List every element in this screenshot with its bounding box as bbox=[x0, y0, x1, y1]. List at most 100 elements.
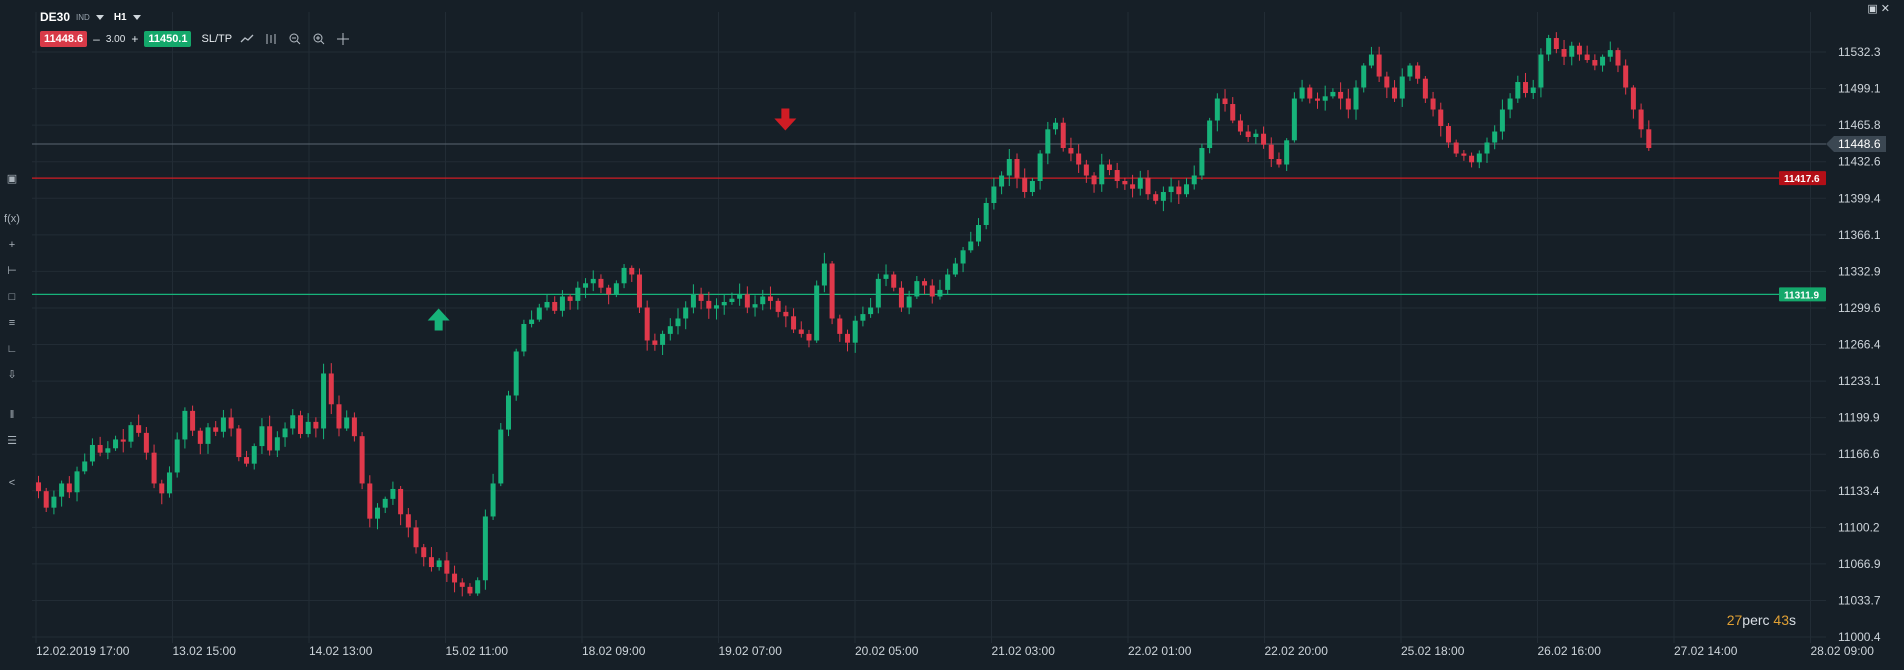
candle-body bbox=[1145, 177, 1151, 195]
symbol-label[interactable]: DE30 bbox=[40, 10, 71, 24]
crosshair-tool-icon[interactable]: + bbox=[8, 239, 16, 251]
sell-button[interactable]: 11448.6 bbox=[40, 31, 88, 47]
candle bbox=[205, 423, 211, 454]
candles-type-icon[interactable]: ‖ bbox=[9, 409, 15, 421]
candle bbox=[1430, 91, 1436, 117]
crosshair-icon[interactable] bbox=[334, 31, 352, 47]
candle-body bbox=[120, 439, 126, 442]
take-profit-tag[interactable]: 11311.9 bbox=[1784, 290, 1819, 301]
candle-body bbox=[351, 417, 357, 437]
candle bbox=[1492, 125, 1498, 150]
candle-body bbox=[829, 263, 835, 319]
candle-body bbox=[1307, 87, 1313, 99]
chart-panel-icon[interactable]: ▣ bbox=[6, 173, 18, 185]
candle-body bbox=[598, 278, 604, 288]
candle bbox=[891, 271, 897, 292]
candle bbox=[351, 412, 357, 442]
candle bbox=[1076, 144, 1082, 173]
candle-body bbox=[775, 300, 781, 312]
candle-body bbox=[282, 428, 288, 438]
candle bbox=[1083, 159, 1089, 183]
timeframe-dropdown-icon[interactable] bbox=[132, 14, 141, 20]
candle-body bbox=[159, 483, 165, 494]
time-axis[interactable]: 12.02.2019 17:00 13.02 15:00 14.02 13:00 15… bbox=[36, 644, 1874, 658]
quantity-minus-button[interactable]: – bbox=[93, 32, 100, 46]
candle-body bbox=[1222, 98, 1228, 105]
candle bbox=[459, 578, 465, 597]
time-tick-label: 27.02 14:00 bbox=[1674, 644, 1738, 658]
candle-body bbox=[136, 425, 142, 433]
timeframe-label[interactable]: H1 bbox=[113, 11, 127, 23]
instrument-tag: IND bbox=[76, 12, 90, 22]
candle-body bbox=[205, 427, 211, 444]
candle-body bbox=[1415, 65, 1421, 79]
candle bbox=[66, 476, 72, 499]
candle bbox=[1553, 32, 1559, 54]
candle-body bbox=[945, 274, 951, 290]
function-icon[interactable]: f(x) bbox=[4, 213, 20, 225]
candle-body bbox=[1422, 78, 1428, 99]
quantity-field[interactable]: 3.00 bbox=[105, 33, 126, 45]
candle-body bbox=[482, 516, 488, 581]
pitchfork-icon[interactable]: ∟ bbox=[6, 343, 18, 355]
candle-body bbox=[513, 351, 519, 396]
candle-body bbox=[1122, 181, 1128, 185]
candle bbox=[513, 348, 519, 401]
candle-body bbox=[1106, 164, 1112, 171]
candle-body bbox=[991, 186, 997, 204]
rectangle-tool-icon[interactable]: □ bbox=[8, 291, 16, 303]
candle bbox=[1114, 162, 1120, 189]
candle bbox=[482, 509, 488, 590]
timer-min-label: perc bbox=[1742, 612, 1770, 628]
candle bbox=[960, 246, 966, 273]
quantity-plus-button[interactable]: + bbox=[131, 32, 139, 46]
candle bbox=[667, 318, 673, 341]
layers-icon[interactable]: ☰ bbox=[7, 435, 17, 447]
candle-body bbox=[737, 294, 743, 299]
candle-body bbox=[1607, 50, 1613, 57]
symbol-dropdown-icon[interactable] bbox=[95, 14, 104, 20]
close-icon[interactable]: ✕ bbox=[1880, 3, 1890, 15]
candle bbox=[583, 278, 589, 299]
candle bbox=[1176, 180, 1182, 205]
indicators-icon[interactable] bbox=[262, 31, 280, 47]
candle bbox=[829, 260, 835, 325]
candle-body bbox=[1445, 126, 1451, 143]
zoom-out-icon[interactable] bbox=[286, 31, 304, 47]
candle-body bbox=[783, 311, 789, 317]
candle bbox=[636, 268, 642, 314]
candle bbox=[89, 438, 95, 466]
zoom-in-icon[interactable] bbox=[310, 31, 328, 47]
price-axis[interactable]: 11532.3 11499.1 11465.8 11432.6 11399.4 11366… bbox=[1779, 45, 1886, 644]
candle-body bbox=[1338, 91, 1344, 99]
share-icon[interactable]: < bbox=[8, 477, 16, 489]
line-chart-icon[interactable] bbox=[238, 31, 256, 47]
maximize-icon[interactable]: ▣ bbox=[1867, 3, 1878, 15]
trend-line-icon[interactable]: ⊢ bbox=[7, 265, 17, 277]
candle bbox=[999, 171, 1005, 195]
buy-button[interactable]: 11450.1 bbox=[144, 31, 192, 47]
take-profit-tag-bg[interactable] bbox=[1779, 287, 1826, 302]
stop-loss-tag-bg[interactable] bbox=[1779, 171, 1826, 186]
fibonacci-icon[interactable]: ≡ bbox=[8, 317, 16, 329]
arrow-down-tool-icon[interactable]: ⇩ bbox=[7, 369, 17, 381]
candle-body bbox=[1291, 98, 1297, 141]
candle bbox=[236, 425, 242, 462]
candle-body bbox=[1646, 129, 1652, 149]
candle-body bbox=[837, 318, 843, 334]
candle-body bbox=[490, 483, 496, 517]
candle bbox=[1330, 88, 1336, 99]
sltp-button[interactable]: SL/TP bbox=[201, 33, 233, 45]
candle bbox=[1153, 191, 1159, 205]
candle bbox=[136, 414, 142, 437]
candle-body bbox=[475, 580, 481, 594]
candle bbox=[367, 475, 373, 528]
stop-loss-tag[interactable]: 11417.6 bbox=[1784, 174, 1820, 185]
candle-body bbox=[852, 320, 858, 343]
candle-body bbox=[251, 446, 257, 464]
candle-body bbox=[698, 294, 704, 301]
time-tick-label: 21.02 03:00 bbox=[992, 644, 1056, 658]
candle bbox=[1569, 41, 1575, 66]
